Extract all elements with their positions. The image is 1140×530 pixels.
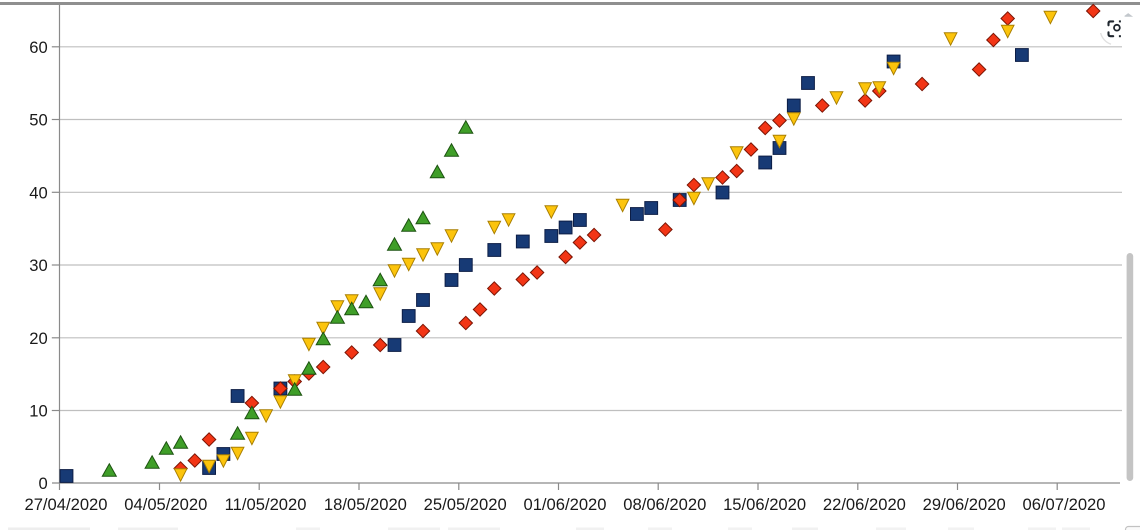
svg-text:08/06/2020: 08/06/2020 (623, 495, 706, 514)
svg-text:20: 20 (29, 329, 47, 348)
svg-text:11/05/2020: 11/05/2020 (225, 495, 307, 514)
svg-text:29/06/2020: 29/06/2020 (923, 495, 1006, 514)
svg-text:22/06/2020: 22/06/2020 (823, 495, 906, 514)
svg-text:15/06/2020: 15/06/2020 (723, 495, 806, 514)
svg-text:10: 10 (29, 402, 47, 421)
svg-text:27/04/2020: 27/04/2020 (24, 495, 107, 514)
svg-text:04/05/2020: 04/05/2020 (124, 495, 207, 514)
svg-text:01/06/2020: 01/06/2020 (523, 495, 606, 514)
svg-text:40: 40 (29, 184, 47, 203)
svg-text:18/05/2020: 18/05/2020 (324, 495, 407, 514)
svg-text:25/05/2020: 25/05/2020 (424, 495, 507, 514)
svg-text:50: 50 (29, 111, 47, 130)
svg-text:06/07/2020: 06/07/2020 (1022, 495, 1105, 514)
svg-text:0: 0 (38, 474, 47, 493)
svg-text:30: 30 (29, 256, 47, 275)
svg-text:60: 60 (29, 38, 47, 57)
